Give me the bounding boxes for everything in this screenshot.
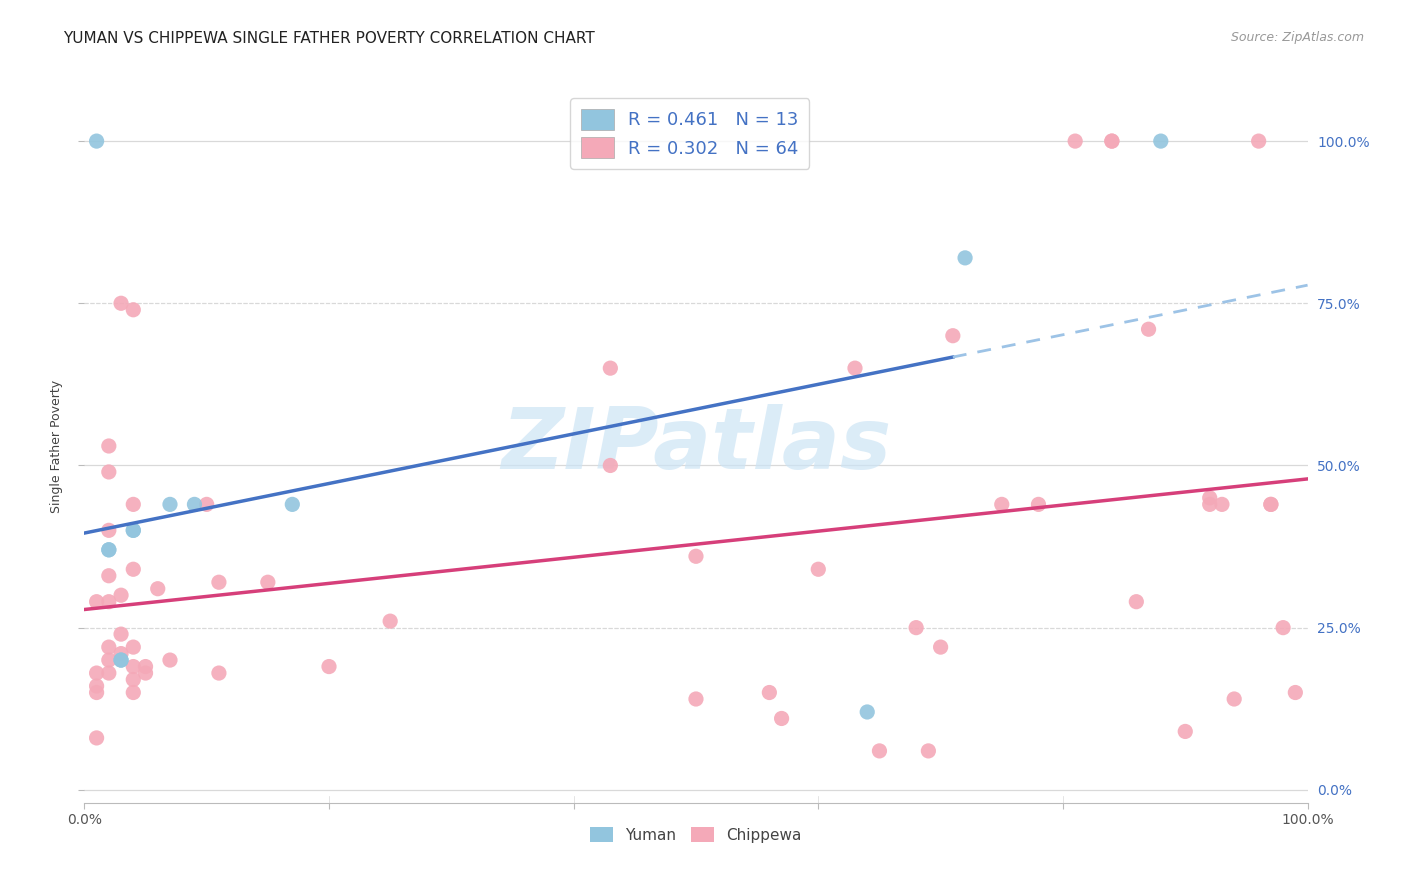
Point xyxy=(97,653,120,667)
Point xyxy=(159,653,181,667)
Point xyxy=(97,524,120,538)
Point xyxy=(991,497,1014,511)
Point xyxy=(97,465,120,479)
Point xyxy=(1260,497,1282,511)
Point xyxy=(146,582,169,596)
Point xyxy=(1198,491,1220,505)
Point xyxy=(905,621,928,635)
Point xyxy=(1028,497,1050,511)
Point xyxy=(1272,621,1295,635)
Point xyxy=(122,524,145,538)
Point xyxy=(599,458,621,473)
Point xyxy=(122,524,145,538)
Point xyxy=(1125,595,1147,609)
Point xyxy=(122,302,145,317)
Legend: Yuman, Chippewa: Yuman, Chippewa xyxy=(583,821,808,848)
Point xyxy=(1064,134,1087,148)
Point xyxy=(685,692,707,706)
Point xyxy=(122,659,145,673)
Point xyxy=(86,595,108,609)
Point xyxy=(318,659,340,673)
Point xyxy=(1260,497,1282,511)
Point xyxy=(1101,134,1123,148)
Point xyxy=(257,575,280,590)
Point xyxy=(97,439,120,453)
Y-axis label: Single Father Poverty: Single Father Poverty xyxy=(49,379,63,513)
Point xyxy=(380,614,402,628)
Point xyxy=(758,685,780,699)
Point xyxy=(97,640,120,654)
Point xyxy=(110,647,132,661)
Point xyxy=(122,685,145,699)
Point xyxy=(86,134,108,148)
Point xyxy=(97,666,120,681)
Point xyxy=(122,640,145,654)
Point xyxy=(953,251,976,265)
Point xyxy=(122,497,145,511)
Point xyxy=(97,542,120,557)
Point xyxy=(942,328,965,343)
Point xyxy=(110,653,132,667)
Point xyxy=(917,744,939,758)
Point xyxy=(86,731,108,745)
Point xyxy=(929,640,952,654)
Text: ZIPatlas: ZIPatlas xyxy=(501,404,891,488)
Point xyxy=(97,568,120,582)
Point xyxy=(86,666,108,681)
Point xyxy=(135,659,157,673)
Point xyxy=(122,562,145,576)
Point xyxy=(122,673,145,687)
Point xyxy=(110,627,132,641)
Point xyxy=(135,666,157,681)
Point xyxy=(1150,134,1173,148)
Point xyxy=(685,549,707,564)
Point xyxy=(1223,692,1246,706)
Point xyxy=(770,711,793,725)
Point xyxy=(97,595,120,609)
Point xyxy=(1174,724,1197,739)
Point xyxy=(183,497,205,511)
Point xyxy=(208,666,231,681)
Point xyxy=(844,361,866,376)
Point xyxy=(97,542,120,557)
Point xyxy=(86,679,108,693)
Point xyxy=(110,296,132,310)
Point xyxy=(208,575,231,590)
Point xyxy=(195,497,218,511)
Point xyxy=(599,361,621,376)
Point xyxy=(86,685,108,699)
Point xyxy=(281,497,304,511)
Point xyxy=(1198,497,1220,511)
Point xyxy=(1284,685,1306,699)
Point xyxy=(856,705,879,719)
Point xyxy=(869,744,891,758)
Point xyxy=(1211,497,1233,511)
Text: YUMAN VS CHIPPEWA SINGLE FATHER POVERTY CORRELATION CHART: YUMAN VS CHIPPEWA SINGLE FATHER POVERTY … xyxy=(63,31,595,46)
Point xyxy=(110,588,132,602)
Point xyxy=(1137,322,1160,336)
Point xyxy=(159,497,181,511)
Point xyxy=(807,562,830,576)
Point xyxy=(110,653,132,667)
Text: Source: ZipAtlas.com: Source: ZipAtlas.com xyxy=(1230,31,1364,45)
Point xyxy=(1247,134,1270,148)
Point xyxy=(1101,134,1123,148)
